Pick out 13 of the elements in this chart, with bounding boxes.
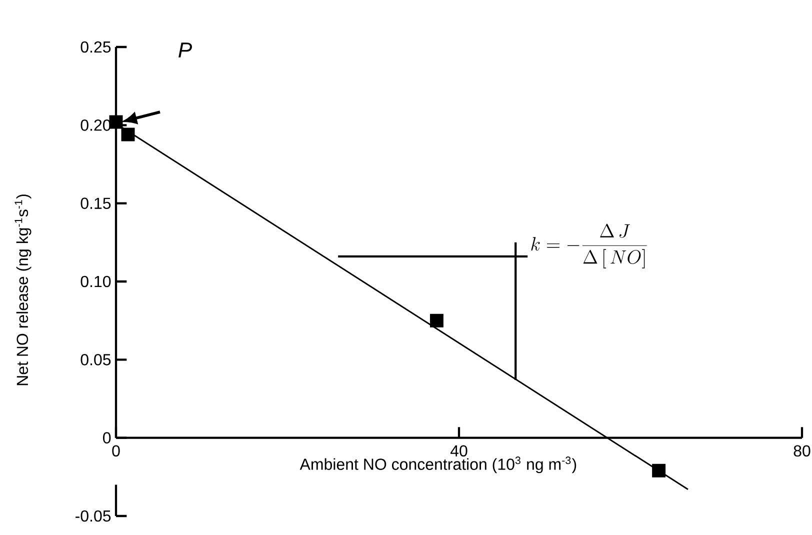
y-tick-label: 0.15 [80, 198, 111, 209]
y-tick-label: 0.10 [80, 276, 111, 288]
x-tick-label: 80 [794, 445, 810, 457]
annotation: P [178, 42, 192, 58]
y-tick-label: 0.25 [80, 41, 111, 53]
x-axis-title: Ambient NO concentration (10$^{3}$ ng m$^{-3}$) [300, 456, 576, 474]
x-tick-label: 40 [450, 445, 468, 457]
annotation: $k = -\frac{\Delta \, J}{\Delta \, [\, NO]}$ [531, 224, 647, 268]
y-axis-title: Net NO release (ng kg$^{-1}$s$^{-1}$) [14, 194, 32, 386]
y-tick-label: -0.05 [76, 510, 111, 522]
y-tick-label: 0.05 [80, 354, 111, 366]
y-tick-label: 0 [103, 432, 111, 444]
x-tick-label: 0 [112, 445, 120, 457]
